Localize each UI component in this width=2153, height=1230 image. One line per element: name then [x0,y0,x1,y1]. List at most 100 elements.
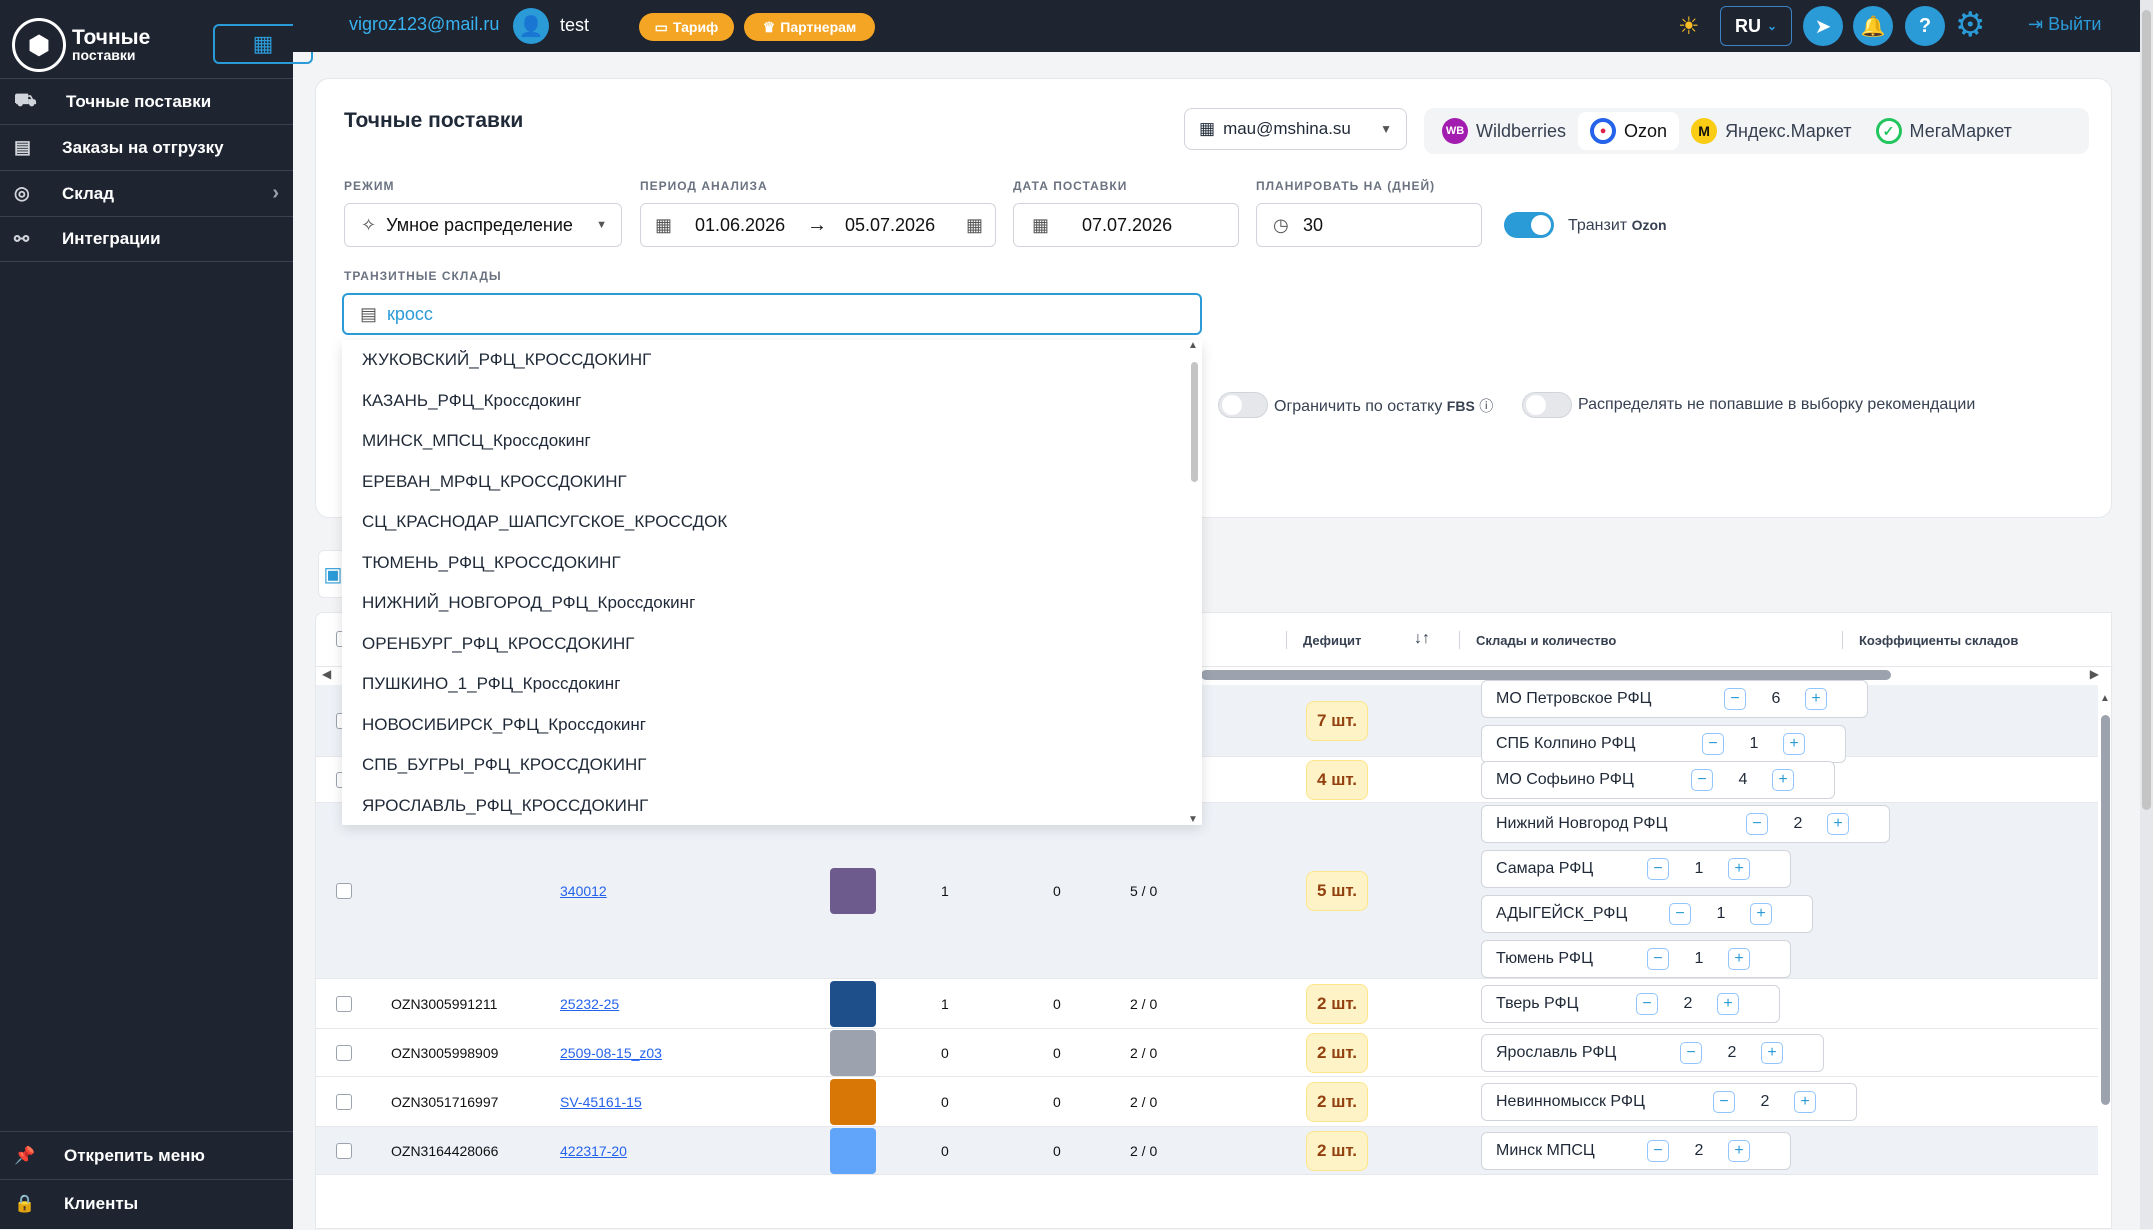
user-email[interactable]: vigroz123@mail.ru [349,14,500,34]
dropdown-option[interactable]: ТЮМЕНЬ_РФЦ_КРОССДОКИНГ [362,552,621,572]
dropdown-option[interactable]: СЦ_КРАСНОДАР_ШАПСУГСКОЕ_КРОССДОК [362,512,728,532]
minus-icon[interactable]: − [1636,993,1658,1015]
clients-button[interactable]: 🔒 Клиенты [0,1179,293,1227]
minus-icon[interactable]: − [1691,769,1713,791]
table-row[interactable]: OZN3051716997 SV-45161-15 0 0 2 / 0 2 шт. Нев… [316,1077,2098,1127]
help-icon[interactable]: ? [1905,6,1945,46]
sidebar-item-precise-supplies[interactable]: ⛟ Точные поставки [0,78,293,124]
warehouse-qty[interactable]: 2 [1683,995,1693,1012]
dropdown-option[interactable]: НИЖНИЙ_НОВГОРОД_РФЦ_Кроссдокинг [362,593,696,613]
limit-fbs-toggle[interactable] [1218,392,1268,418]
row-article-link[interactable]: SV-45161-15 [560,1094,642,1110]
sidebar-item-stock[interactable]: ◎ Склад › [0,170,293,216]
header-deficit[interactable]: Дефицит [1303,633,1362,648]
account-select[interactable]: ▦ mau@mshina.su ▼ [1184,108,1407,150]
table-scrollbar-thumb[interactable] [2101,715,2110,1105]
user-avatar-icon[interactable]: 👤 [513,8,549,44]
scroll-right-icon[interactable]: ▶ [2089,667,2099,681]
table-scrollbar[interactable]: ▲ [2098,693,2113,1230]
warehouse-qty[interactable]: 4 [1738,771,1748,788]
product-image[interactable] [830,1030,876,1076]
dropdown-option[interactable]: КАЗАНЬ_РФЦ_Кроссдокинг [362,390,582,410]
minus-icon[interactable]: − [1647,857,1669,880]
partners-button[interactable]: ♛ Партнерам [744,13,875,41]
sort-icon[interactable]: ↓↑ [1414,630,1430,647]
dropdown-option[interactable]: ЕРЕВАН_МРФЦ_КРОССДОКИНГ [362,471,627,491]
period-range-picker[interactable]: ▦ 01.06.2026 → 05.07.2026 ▦ [640,203,996,247]
dropdown-option[interactable]: СПБ_БУГРЫ_РФЦ_КРОССДОКИНГ [362,755,647,775]
row-article-link[interactable]: 2509-08-15_z03 [560,1045,662,1061]
product-image[interactable] [830,1128,876,1174]
warehouse-qty[interactable]: 1 [1694,949,1704,967]
scroll-up-icon[interactable]: ▲ [2100,693,2110,704]
plus-icon[interactable]: + [1728,857,1750,880]
tariff-button[interactable]: ▭ Тариф [639,13,734,41]
dropdown-option[interactable]: ЖУКОВСКИЙ_РФЦ_КРОССДОКИНГ [362,350,652,370]
product-image[interactable] [830,868,876,914]
product-image[interactable] [830,981,876,1027]
distribute-toggle[interactable] [1522,392,1572,418]
warehouse-qty[interactable]: 1 [1694,859,1704,877]
table-row[interactable]: 340012 1 0 5 / 0 5 шт. Нижний Новгород РФЦ −… [316,803,2098,979]
transit-warehouse-search-input[interactable]: ▤ кросс [342,293,1202,335]
minus-icon[interactable]: − [1746,812,1768,835]
tab-ozon[interactable]: ● Ozon [1578,112,1680,150]
page-scrollbar-thumb[interactable] [2142,10,2151,810]
plus-icon[interactable]: + [1827,812,1849,835]
minus-icon[interactable]: − [1713,1091,1735,1113]
plan-days-input[interactable]: ◷ 30 [1256,203,1482,247]
transit-toggle[interactable] [1504,212,1554,238]
plus-icon[interactable]: + [1761,1042,1783,1064]
mode-select[interactable]: ✧ Умное распределение ▼ [344,203,622,247]
minus-icon[interactable]: − [1647,1140,1669,1162]
dropdown-option[interactable]: ПУШКИНО_1_РФЦ_Кроссдокинг [362,674,621,694]
minus-icon[interactable]: − [1724,687,1746,710]
row-article-link[interactable]: 422317-20 [560,1143,627,1159]
plus-icon[interactable]: + [1783,732,1805,755]
supply-date-picker[interactable]: ▦ 07.07.2026 [1013,203,1239,247]
warehouse-qty[interactable]: 6 [1771,689,1781,707]
dropdown-scrollbar-thumb[interactable] [1191,362,1198,482]
row-article-link[interactable]: 340012 [560,883,607,899]
dropdown-scrollbar[interactable]: ▲ ▼ [1186,340,1202,825]
sidebar-item-integrations[interactable]: ⚯ Интеграции [0,216,293,262]
dropdown-option[interactable]: ЯРОСЛАВЛЬ_РФЦ_КРОССДОКИНГ [362,795,649,815]
row-checkbox[interactable] [336,996,352,1012]
logout-button[interactable]: ⇥ Выйти [2028,14,2101,35]
plus-icon[interactable]: + [1728,1140,1750,1162]
dropdown-option[interactable]: МИНСК_МПСЦ_Кроссдокинг [362,431,591,451]
scroll-up-icon[interactable]: ▲ [1188,340,1198,351]
page-scrollbar[interactable] [2140,0,2153,1229]
dropdown-option[interactable]: ОРЕНБУРГ_РФЦ_КРОССДОКИНГ [362,633,635,653]
row-article-link[interactable]: 25232-25 [560,996,620,1012]
plus-icon[interactable]: + [1750,902,1772,925]
unpin-menu-button[interactable]: 📌 Открепить меню [0,1131,293,1179]
table-row[interactable]: OZN3005991211 25232-25 1 0 2 / 0 2 шт. Тверь … [316,979,2098,1029]
table-row[interactable]: 4 шт. МО Софьино РФЦ − 4 + [316,757,2098,803]
gear-icon[interactable]: ⚙ [1955,6,1986,44]
warehouse-qty[interactable]: 2 [1694,1142,1704,1159]
scroll-left-icon[interactable]: ◀ [322,667,332,681]
warehouse-qty[interactable]: 2 [1760,1093,1770,1110]
row-checkbox[interactable] [336,1143,352,1159]
sun-icon[interactable]: ☀ [1678,13,1700,40]
plus-icon[interactable]: + [1717,993,1739,1015]
info-icon[interactable]: ⓘ [1479,398,1494,414]
tab-megamarket[interactable]: ✓ МегаМаркет [1864,112,2024,150]
row-checkbox[interactable] [336,883,352,899]
horizontal-scrollbar-thumb[interactable] [1201,670,1891,680]
scroll-down-icon[interactable]: ▼ [1188,814,1198,825]
table-row[interactable]: OZN3164428066 422317-20 0 0 2 / 0 2 шт. Минск… [316,1127,2098,1175]
sidebar-item-orders[interactable]: ▤ Заказы на отгрузку [0,124,293,170]
plus-icon[interactable]: + [1794,1091,1816,1113]
tab-wildberries[interactable]: WB Wildberries [1430,112,1578,150]
minus-icon[interactable]: − [1702,732,1724,755]
row-checkbox[interactable] [336,1094,352,1110]
minus-icon[interactable]: − [1680,1042,1702,1064]
warehouse-qty[interactable]: 2 [1727,1044,1737,1061]
warehouse-qty[interactable]: 1 [1716,904,1726,922]
plus-icon[interactable]: + [1772,769,1794,791]
dropdown-option[interactable]: НОВОСИБИРСК_РФЦ_Кроссдокинг [362,714,646,734]
bell-icon[interactable]: 🔔 [1853,6,1893,46]
